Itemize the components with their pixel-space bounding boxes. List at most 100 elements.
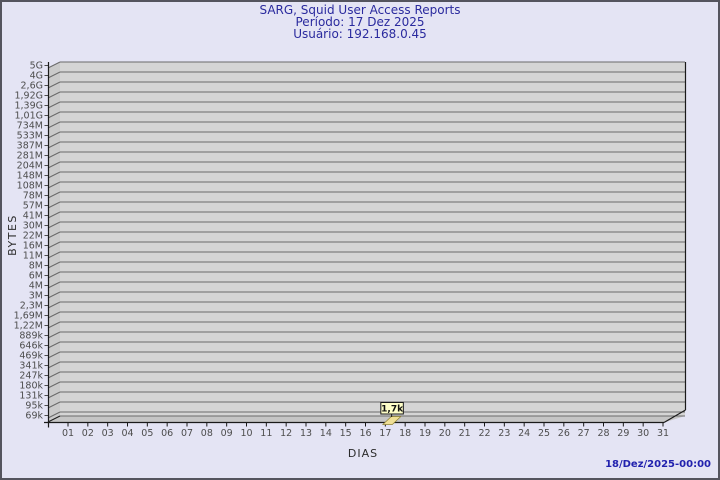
y-tick-label: 131k: [19, 391, 43, 402]
y-tick-label: 387M: [17, 141, 43, 152]
gridline-wall-segment: [47, 371, 61, 379]
y-tick-label: 889k: [19, 331, 43, 342]
plot-floor: [48, 416, 685, 423]
y-tick-label: 5G: [30, 61, 43, 72]
gridline-wall-segment: [47, 341, 61, 349]
x-tick-label: 11: [260, 428, 272, 439]
y-tick-label: 4G: [30, 71, 43, 82]
y-tick-label: 11M: [23, 251, 43, 262]
gridline-wall-segment: [47, 411, 61, 419]
y-tick-label: 1,39G: [14, 101, 43, 112]
x-tick-label: 04: [121, 428, 133, 439]
gridline-wall-segment: [47, 81, 61, 89]
gridline-wall-segment: [47, 291, 61, 299]
gridline-wall-segment: [47, 221, 61, 229]
gridline-wall-segment: [47, 241, 61, 249]
x-tick-label: 18: [399, 428, 411, 439]
y-tick-label: 1,69M: [14, 311, 43, 322]
plot-face: [60, 62, 685, 416]
gridline-wall-segment: [47, 231, 61, 239]
y-tick-label: 148M: [17, 171, 43, 182]
x-tick-label: 20: [439, 428, 451, 439]
gridline-wall-segment: [47, 351, 61, 359]
x-tick-label: 22: [478, 428, 490, 439]
x-tick-label: 25: [538, 428, 550, 439]
x-tick-label: 15: [340, 428, 352, 439]
gridline-wall-segment: [47, 201, 61, 209]
gridline-wall-segment: [47, 361, 61, 369]
gridline-wall-segment: [47, 91, 61, 99]
y-tick-label: 180k: [19, 381, 43, 392]
gridline-wall-segment: [47, 191, 61, 199]
gridline-wall-segment: [47, 301, 61, 309]
y-tick-label: 4M: [29, 281, 43, 292]
x-tick-label: 02: [82, 428, 94, 439]
y-tick-label: 204M: [17, 161, 43, 172]
wall-bottom-edge: [47, 415, 61, 423]
x-tick-label: 16: [359, 428, 371, 439]
y-tick-label: 1,01G: [14, 111, 43, 122]
y-tick-label: 341k: [19, 361, 43, 372]
y-tick-label: 469k: [19, 351, 43, 362]
gridline-wall-segment: [47, 271, 61, 279]
x-tick-label: 12: [280, 428, 292, 439]
x-tick-label: 01: [62, 428, 74, 439]
x-tick-label: 24: [518, 428, 530, 439]
y-tick-label: 247k: [19, 371, 43, 382]
gridline-wall-segment: [47, 141, 61, 149]
gridline-wall-segment: [47, 121, 61, 129]
gridline-wall-segment: [47, 161, 61, 169]
y-tick-label: 57M: [23, 201, 43, 212]
gridline-wall-segment: [47, 261, 61, 269]
generation-timestamp: 18/Dez/2025-00:00: [605, 459, 711, 470]
y-tick-label: 2,3M: [20, 301, 43, 312]
report-title: SARG, Squid User Access Reports: [259, 3, 461, 17]
y-axis-title-bytes: BYTES: [6, 214, 19, 256]
gridline-wall-segment: [47, 61, 61, 69]
gridline-wall-segment: [47, 101, 61, 109]
gridline-wall-segment: [47, 401, 61, 409]
x-tick-label: 05: [141, 428, 153, 439]
gridline-wall-segment: [47, 251, 61, 259]
x-tick-label: 26: [558, 428, 570, 439]
x-tick-label: 27: [578, 428, 590, 439]
gridline-wall-segment: [47, 321, 61, 329]
y-tick-label: 533M: [17, 131, 43, 142]
x-tick-label: 14: [320, 428, 332, 439]
gridline-wall-segment: [47, 131, 61, 139]
y-tick-label: 2,6G: [21, 81, 43, 92]
gridline-wall-segment: [47, 281, 61, 289]
data-point-value: 1,7k: [381, 405, 404, 415]
floor-corner-edge: [663, 409, 686, 424]
x-tick-label: 06: [161, 428, 173, 439]
gridline-wall-segment: [47, 311, 61, 319]
plot-wall: [48, 62, 60, 422]
x-axis-title-dias: DIAS: [347, 447, 379, 460]
y-tick-label: 6M: [29, 271, 43, 282]
y-tick-label: 30M: [23, 221, 43, 232]
y-tick-label: 3M: [29, 291, 43, 302]
x-tick-label: 17: [379, 428, 391, 439]
y-tick-label: 69k: [25, 411, 43, 422]
gridline-wall-segment: [47, 151, 61, 159]
y-tick-label: 108M: [17, 181, 43, 192]
x-tick-label: 09: [221, 428, 233, 439]
x-tick-label: 31: [657, 428, 669, 439]
x-tick-label: 13: [300, 428, 312, 439]
y-tick-label: 22M: [23, 231, 43, 242]
y-tick-label: 281M: [17, 151, 43, 162]
gridline-wall-segment: [47, 111, 61, 119]
report-user: Usuário: 192.168.0.45: [293, 27, 427, 41]
y-tick-label: 1,92G: [14, 91, 43, 102]
x-tick-label: 28: [597, 428, 609, 439]
report-period: Período: 17 Dez 2025: [295, 15, 425, 29]
y-tick-label: 95k: [25, 401, 43, 412]
gridline-wall-segment: [47, 381, 61, 389]
x-tick-label: 23: [498, 428, 510, 439]
gridline-wall-segment: [47, 181, 61, 189]
x-tick-label: 10: [240, 428, 252, 439]
y-tick-label: 41M: [23, 211, 43, 222]
gridline-wall-segment: [47, 171, 61, 179]
x-tick-label: 30: [637, 428, 649, 439]
